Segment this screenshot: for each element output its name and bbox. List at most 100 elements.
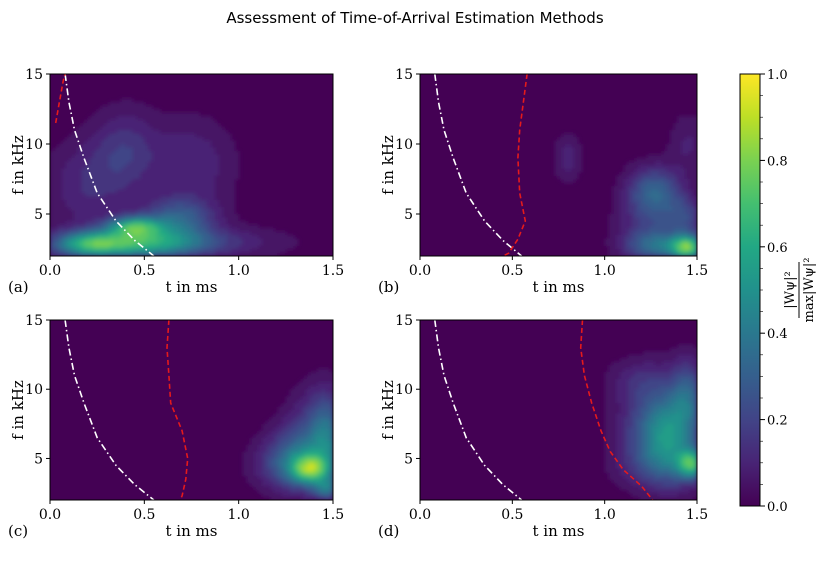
heatmap-cell (313, 448, 318, 453)
heatmap-cell (120, 119, 126, 124)
heatmap-cell (116, 245, 122, 250)
heatmap-cell (309, 406, 314, 411)
heatmap-cell (281, 448, 287, 453)
heatmap-cell (646, 437, 652, 442)
heatmap-cell (562, 154, 567, 159)
heatmap-cell (643, 475, 648, 480)
heatmap-cell (693, 151, 697, 156)
heatmap-cell (673, 228, 679, 233)
heatmap-cell (685, 193, 690, 198)
heatmap-cell (650, 385, 656, 390)
heatmap-cell (50, 207, 55, 212)
heatmap-cell (635, 354, 640, 359)
heatmap-cell (654, 217, 660, 222)
white-dashdot-curve (434, 320, 523, 500)
heatmap-cell (156, 112, 161, 117)
heatmap-cell (179, 228, 185, 233)
heatmap-cell (670, 403, 675, 408)
heatmap-cell (620, 182, 625, 187)
heatmap-cell (643, 158, 648, 163)
heatmap-cell (666, 175, 671, 180)
heatmap-cell (673, 158, 679, 163)
heatmap-cell (620, 427, 625, 432)
heatmap-cell (254, 224, 259, 229)
heatmap-cell (677, 151, 683, 156)
heatmap-cell (112, 193, 118, 198)
heatmap-cell (250, 249, 255, 254)
heatmap-cell (673, 461, 679, 466)
heatmap-cell (577, 151, 583, 156)
heatmap-cell (69, 172, 75, 177)
heatmap-cell (662, 179, 667, 184)
heatmap-cell (234, 249, 240, 254)
heatmap-cell (329, 451, 333, 456)
heatmap-cell (693, 249, 697, 254)
heatmap-cell (677, 448, 683, 453)
heatmap-cell (144, 147, 149, 152)
heatmap-cell (631, 228, 637, 233)
heatmap-cell (620, 242, 625, 247)
heatmap-cell (604, 389, 610, 394)
heatmap-cell (658, 406, 663, 411)
heatmap-cell (321, 392, 326, 397)
heatmap-cell (654, 207, 660, 212)
heatmap-cell (666, 427, 671, 432)
heatmap-cell (222, 161, 228, 166)
heatmap-cell (627, 389, 633, 394)
heatmap-cell (643, 358, 648, 363)
heatmap-cell (620, 430, 625, 435)
heatmap-cell (144, 252, 149, 256)
heatmap-cell (616, 406, 621, 411)
heatmap-cell (329, 444, 333, 449)
heatmap-cell (646, 165, 652, 170)
heatmap-cell (654, 410, 660, 415)
heatmap-cell (195, 210, 200, 215)
heatmap-cell (321, 420, 326, 425)
heatmap-cell (658, 252, 663, 256)
heatmap-cell (112, 210, 118, 215)
heatmap-cell (132, 109, 138, 114)
heatmap-cell (234, 217, 240, 222)
heatmap-cell (554, 140, 560, 145)
heatmap-cell (281, 465, 287, 470)
heatmap-cell (108, 207, 114, 212)
heatmap-cell (685, 406, 690, 411)
heatmap-cell (685, 123, 690, 128)
heatmap-cell (219, 210, 224, 215)
heatmap-cell (566, 154, 571, 159)
heatmap-cell (639, 482, 644, 487)
heatmap-cell (124, 221, 130, 226)
heatmap-cell (627, 168, 633, 173)
heatmap-cell (77, 224, 83, 229)
heatmap-cell (199, 175, 204, 180)
heatmap-cell (612, 430, 617, 435)
heatmap-cell (144, 140, 149, 145)
heatmap-cell (89, 158, 94, 163)
heatmap-cell (277, 468, 283, 473)
heatmap-cell (105, 119, 110, 124)
heatmap-cell (262, 455, 267, 460)
heatmap-cell (604, 371, 610, 376)
heatmap-cell (623, 392, 629, 397)
heatmap-cell (89, 193, 94, 198)
heatmap-cell (270, 231, 275, 236)
heatmap-cell (554, 147, 560, 152)
heatmap-cell (97, 179, 102, 184)
heatmap-cell (230, 154, 236, 159)
heatmap-cell (163, 189, 169, 194)
heatmap-cell (215, 245, 220, 250)
heatmap-cell (50, 175, 55, 180)
x-tick-label: 1.5 (322, 507, 344, 523)
heatmap-cell (643, 375, 648, 380)
heatmap-cell (270, 493, 275, 498)
heatmap-cell (108, 151, 114, 156)
heatmap-cell (215, 252, 220, 256)
heatmap-cell (179, 140, 185, 145)
heatmap-cell (666, 375, 671, 380)
y-tick-label: 15 (395, 67, 413, 83)
heatmap-cell (120, 203, 126, 208)
heatmap-cell (281, 231, 287, 236)
heatmap-cell (124, 242, 130, 247)
heatmap-cell (199, 224, 204, 229)
